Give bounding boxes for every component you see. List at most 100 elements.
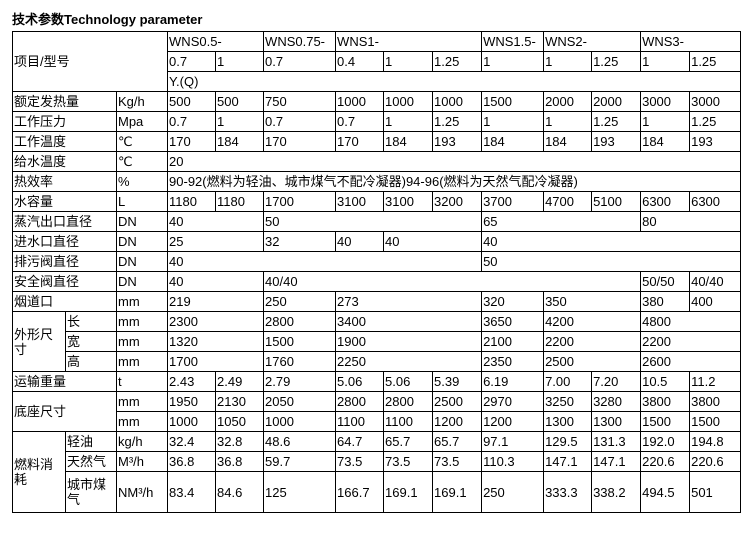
unit: ℃ bbox=[115, 131, 169, 152]
value-cell: 170 bbox=[263, 131, 337, 152]
value-cell: 40 bbox=[167, 211, 265, 232]
value-cell: 1 bbox=[640, 111, 691, 132]
value-cell: 1700 bbox=[167, 351, 265, 372]
value-cell: 2500 bbox=[432, 391, 483, 412]
sub-label: 长 bbox=[65, 311, 117, 332]
value-cell: 2.79 bbox=[263, 371, 337, 392]
value-cell: 40 bbox=[481, 231, 742, 252]
value-cell: 1000 bbox=[335, 91, 385, 112]
value-cell: 40/40 bbox=[689, 271, 742, 292]
value-cell: 1500 bbox=[481, 91, 545, 112]
pressure: 0.7 bbox=[263, 51, 337, 72]
value-cell: 494.5 bbox=[640, 471, 691, 513]
value-cell: 5.06 bbox=[383, 371, 434, 392]
table-row: 运输重量 t 2.43 2.49 2.79 5.06 5.06 5.39 6.19 7.00 7.2… bbox=[12, 371, 742, 392]
value-cell: 147.1 bbox=[591, 451, 642, 472]
row-label: 蒸汽出口直径 bbox=[12, 211, 117, 232]
value-cell: 169.1 bbox=[383, 471, 434, 513]
value-cell: 1 bbox=[543, 111, 593, 132]
unit: mm bbox=[115, 391, 169, 412]
value-cell: 2350 bbox=[481, 351, 545, 372]
model: WNS0.5- bbox=[167, 31, 265, 52]
value-cell: 273 bbox=[335, 291, 483, 312]
value-cell: 80 bbox=[640, 211, 742, 232]
value-cell: 2250 bbox=[335, 351, 483, 372]
value-cell: 194.8 bbox=[689, 431, 742, 452]
table-row: 城市煤气 NM³/h 83.4 84.6 125 166.7 169.1 169.1 250 33… bbox=[13, 471, 742, 513]
value-cell: 1320 bbox=[167, 331, 265, 352]
value-cell: 2800 bbox=[383, 391, 434, 412]
value-cell: 1300 bbox=[543, 411, 593, 432]
parameter-table: 项目/型号 WNS0.5- WNS0.75- WNS1- WNS1.5- WNS2- WNS… bbox=[11, 31, 742, 513]
value-cell: 3000 bbox=[689, 91, 742, 112]
value-cell: 220.6 bbox=[689, 451, 742, 472]
value-cell: 501 bbox=[689, 471, 742, 513]
table-row: mm 1000 1050 1000 1100 1100 1200 1200 1300 1300 15… bbox=[13, 411, 742, 432]
value-cell: 50 bbox=[481, 251, 742, 272]
value-cell: 110.3 bbox=[481, 451, 545, 472]
unit: L bbox=[115, 191, 169, 212]
table-row: 燃料消耗 轻油 kg/h 32.4 32.8 48.6 64.7 65.7 65.7 97.1 12… bbox=[12, 431, 742, 513]
sub-label: 高 bbox=[65, 351, 117, 372]
value-cell: 0.7 bbox=[263, 111, 337, 132]
value-cell: 7.20 bbox=[591, 371, 642, 392]
value-cell: 4800 bbox=[640, 311, 742, 332]
value-cell: 193 bbox=[591, 131, 642, 152]
value-cell: 83.4 bbox=[167, 471, 217, 513]
value-cell: 40 bbox=[383, 231, 483, 252]
row-label: 给水温度 bbox=[12, 151, 117, 172]
unit: % bbox=[115, 171, 169, 192]
group-label: 外形尺寸 bbox=[12, 311, 66, 372]
table-row: 排污阀直径 DN 40 50 bbox=[12, 251, 742, 272]
value-cell: 10.5 bbox=[640, 371, 691, 392]
value-cell: 3800 bbox=[689, 391, 742, 412]
header-note: Y.(Q) bbox=[167, 71, 742, 92]
value-cell: 5.39 bbox=[432, 371, 483, 392]
value-cell: 2050 bbox=[263, 391, 337, 412]
value-cell: 1200 bbox=[432, 411, 483, 432]
value-cell: 0.7 bbox=[335, 111, 385, 132]
table-row: 工作压力 Mpa 0.7 1 0.7 0.7 1 1.25 1 1 1.25 1 1.25 bbox=[12, 111, 742, 132]
value-cell: 2130 bbox=[215, 391, 265, 412]
value-cell: 11.2 bbox=[689, 371, 742, 392]
table-row: 高 mm 1700 1760 2250 2350 2500 2600 bbox=[13, 351, 742, 372]
pressure: 1 bbox=[383, 51, 434, 72]
unit: mm bbox=[115, 331, 169, 352]
value-cell: 2.49 bbox=[215, 371, 265, 392]
value-cell: 3800 bbox=[640, 391, 691, 412]
value-cell: 184 bbox=[215, 131, 265, 152]
value-cell: 320 bbox=[481, 291, 545, 312]
value-cell: 1050 bbox=[215, 411, 265, 432]
value-cell: 6.19 bbox=[481, 371, 545, 392]
row-label: 工作温度 bbox=[12, 131, 117, 152]
value-cell: 25 bbox=[167, 231, 265, 252]
value-cell: 4700 bbox=[543, 191, 593, 212]
value-cell: 2.43 bbox=[167, 371, 217, 392]
title: 技术参数Technology parameter bbox=[12, 12, 203, 27]
row-label: 进水口直径 bbox=[12, 231, 117, 252]
unit: NM³/h bbox=[115, 471, 169, 513]
value-cell: 73.5 bbox=[383, 451, 434, 472]
model: WNS1- bbox=[335, 31, 483, 52]
value-cell: 97.1 bbox=[481, 431, 545, 452]
table-row: 天然气 M³/h 36.8 36.8 59.7 73.5 73.5 73.5 110.3 147.… bbox=[13, 451, 742, 472]
model: WNS3- bbox=[640, 31, 742, 52]
value-cell: 2300 bbox=[167, 311, 265, 332]
value-cell: 0.7 bbox=[167, 111, 217, 132]
value-cell: 73.5 bbox=[335, 451, 385, 472]
table-row: 外形尺寸长 mm 2300 2800 3400 3650 4200 4800 bbox=[12, 311, 742, 372]
value-cell: 2800 bbox=[335, 391, 385, 412]
value-cell: 193 bbox=[432, 131, 483, 152]
value-cell: 1200 bbox=[481, 411, 545, 432]
value-cell: 6300 bbox=[689, 191, 742, 212]
value-cell: 2200 bbox=[640, 331, 742, 352]
model: WNS0.75- bbox=[263, 31, 337, 52]
value-cell: 40/40 bbox=[263, 271, 642, 292]
value-cell: 125 bbox=[263, 471, 337, 513]
value-cell: 1500 bbox=[263, 331, 337, 352]
value-cell: 750 bbox=[263, 91, 337, 112]
value-cell: 36.8 bbox=[167, 451, 217, 472]
value-cell: 50/50 bbox=[640, 271, 691, 292]
value-cell: 2800 bbox=[263, 311, 337, 332]
